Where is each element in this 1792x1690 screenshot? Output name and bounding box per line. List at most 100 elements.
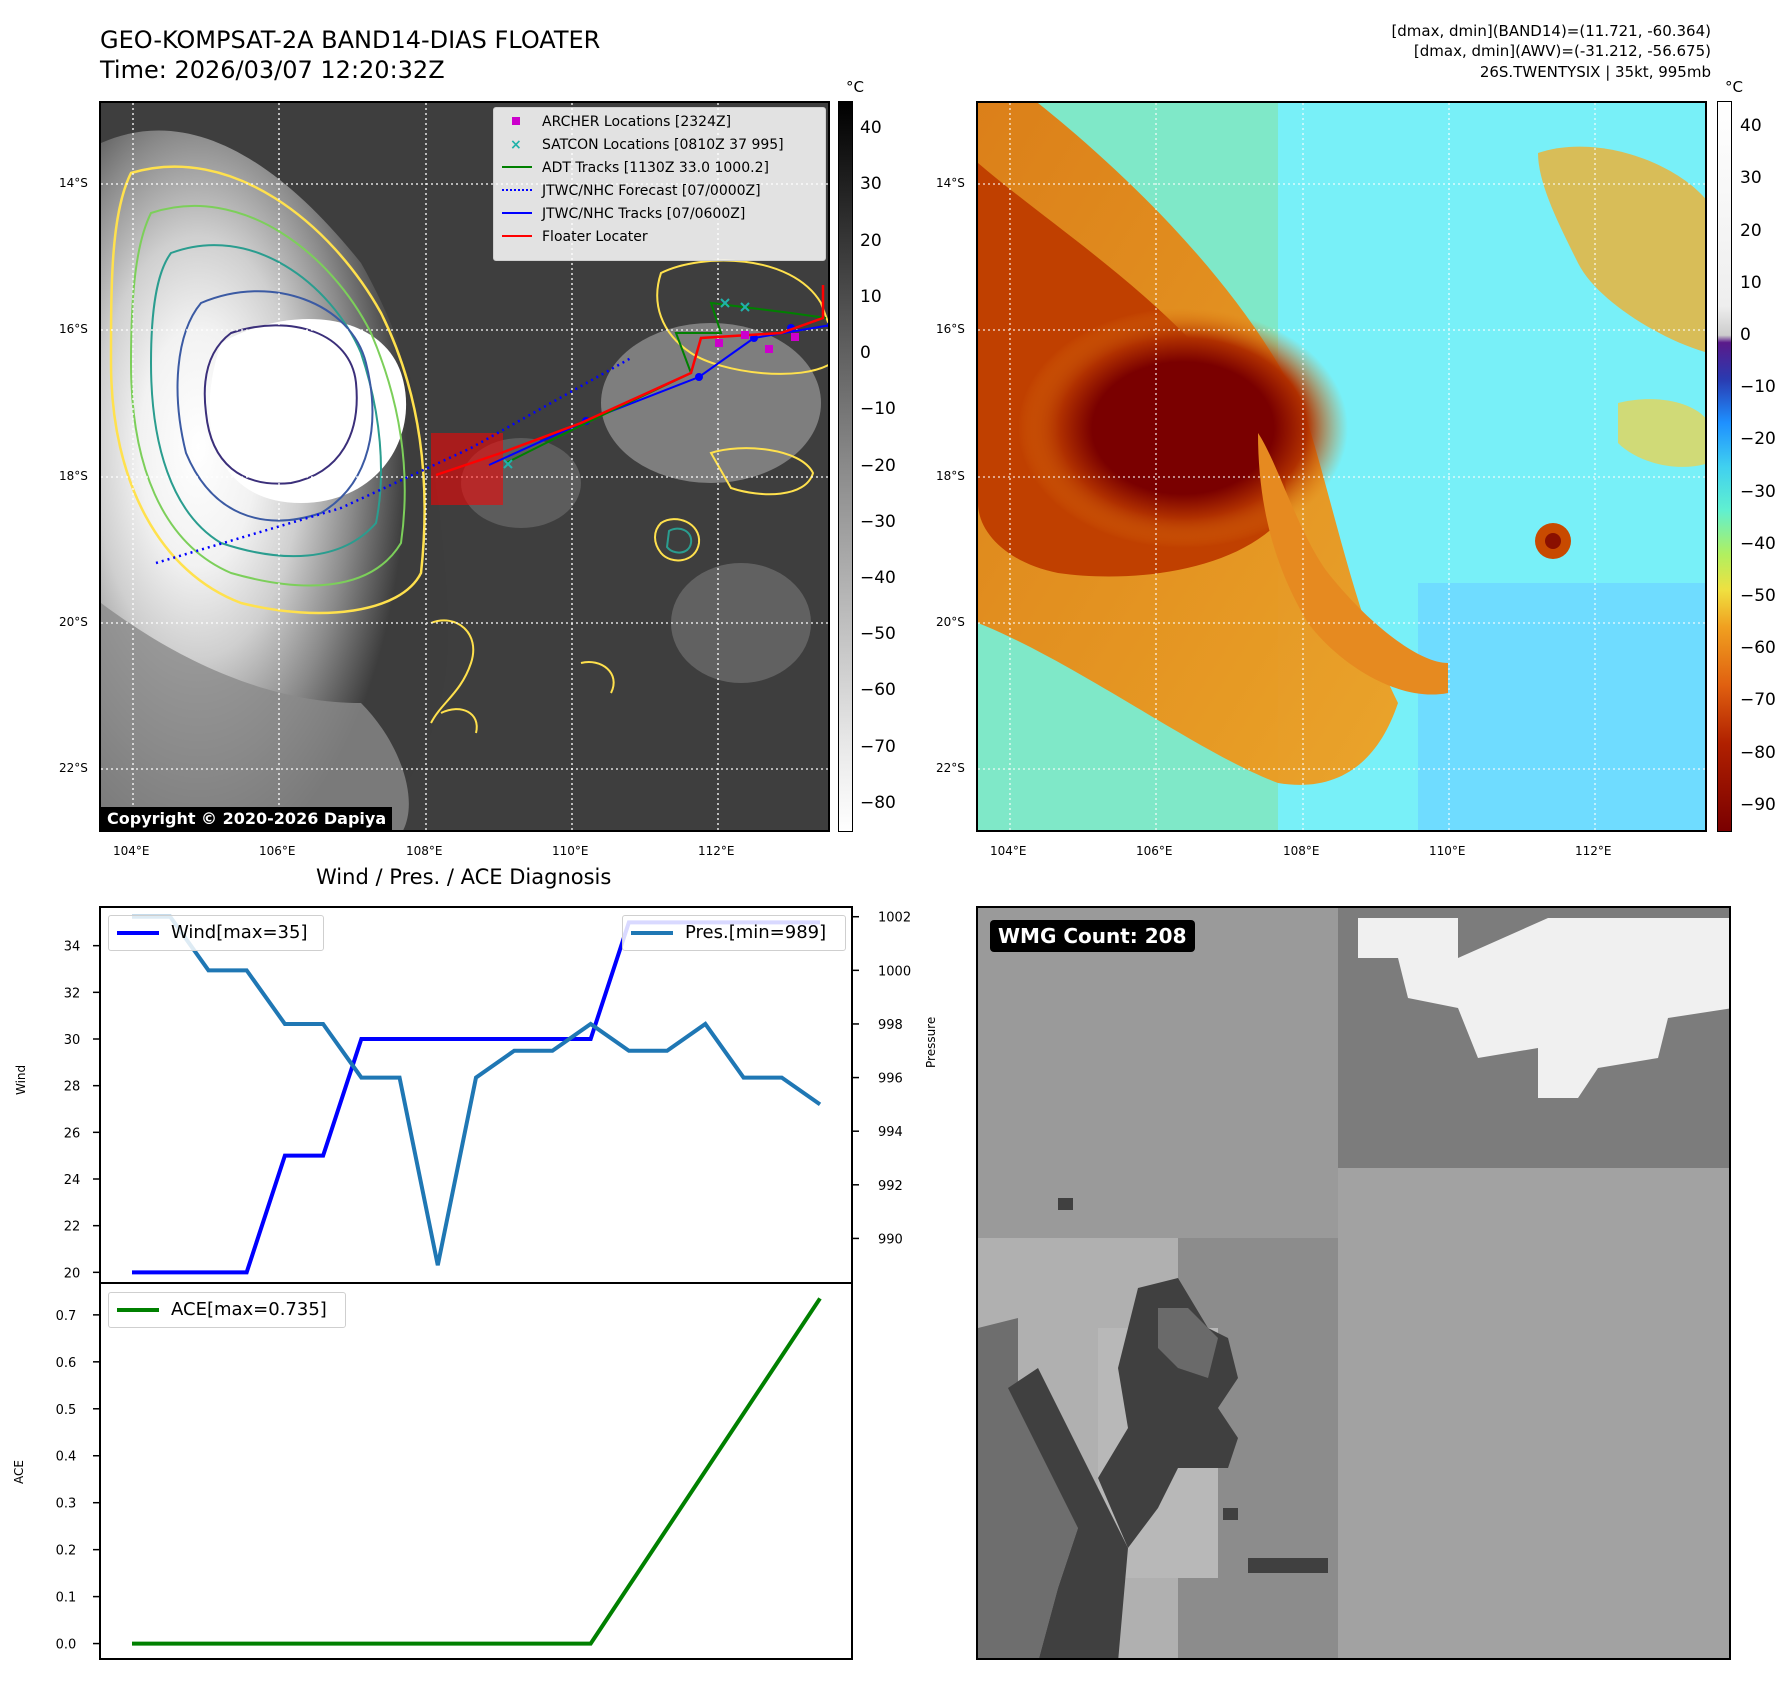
ir-lon-label: 110°E [552,844,589,858]
wv-lon-label: 106°E [1136,844,1173,858]
legend-item-floater: Floater Locater [500,229,648,245]
wmg-image [978,908,1729,1658]
wv-map-panel [976,101,1707,832]
adt-track [505,301,827,464]
wv-colorbar-tick: −60 [1740,638,1776,659]
floater-track [435,285,825,477]
satcon-marker-icon: × [510,137,522,153]
wind-tick-label: 30 [64,1033,81,1048]
wv-map-image [978,103,1705,830]
wv-colorbar-tick: 20 [1740,220,1762,241]
wv-colorbar-tick: −40 [1740,533,1776,554]
ir-colorbar-tick: −80 [860,792,896,813]
floater-line-icon [502,235,532,237]
pres-tick-label: 990 [878,1232,903,1247]
wv-lon-label: 104°E [990,844,1027,858]
wv-colorbar-tick: 10 [1740,272,1762,293]
ir-colorbar-tick: −70 [860,736,896,757]
wv-colorbar-tick: −80 [1740,742,1776,763]
wv-colorbar-tick: −20 [1740,429,1776,450]
wv-lat-label: 22°S [936,761,965,775]
pres-tick-label: 994 [878,1125,903,1140]
wv-colorbar-unit: °C [1725,78,1743,96]
wind-tick-label: 28 [64,1080,81,1095]
dmax-awv: [dmax, dmin](AWV)=(-31.212, -56.675) [1413,42,1711,60]
pres-tick-label: 1000 [878,964,911,979]
wv-colorbar-tick: −10 [1740,377,1776,398]
ir-lat-label: 16°S [59,322,88,336]
ace-ylabel: ACE [12,1460,26,1484]
wv-colorbar-tick: −70 [1740,690,1776,711]
wv-colorbar-tick: −30 [1740,481,1776,502]
wind-tick-label: 32 [64,986,81,1001]
ir-colorbar-tick: −20 [860,455,896,476]
ace-legend: ACE[max=0.735] [108,1292,346,1328]
wind-pres-axes [99,906,853,1284]
ir-lat-label: 18°S [59,469,88,483]
legend-item-jtwc: JTWC/NHC Tracks [07/0600Z] [500,206,745,222]
legend-item-archer: ARCHER Locations [2324Z] [500,114,731,130]
ir-colorbar-unit: °C [846,78,864,96]
ace-legend-line-icon [117,1308,159,1312]
wind-legend-label: Wind[max=35] [171,922,308,943]
wv-colorbar-tick: 30 [1740,168,1762,189]
ir-lon-label: 112°E [698,844,735,858]
timestamp: Time: 2026/03/07 12:20:32Z [100,56,445,84]
ir-colorbar-tick: 40 [860,118,882,139]
ace-tick-label: 0.3 [56,1497,77,1512]
ir-lat-label: 20°S [59,615,88,629]
ace-tick-label: 0.1 [56,1591,77,1606]
pres-tick-label: 998 [878,1018,903,1033]
ir-colorbar-tick: −50 [860,624,896,645]
pres-legend: Pres.[min=989] [622,915,846,951]
ace-tick-label: 0.7 [56,1309,77,1324]
wind-tick-label: 34 [64,940,81,955]
wv-lon-label: 110°E [1429,844,1466,858]
wind-ylabel: Wind [14,1064,28,1095]
wind-tick-label: 22 [64,1220,81,1235]
adt-line-icon [502,166,532,168]
ir-lon-label: 106°E [259,844,296,858]
wind-tick-label: 24 [64,1173,81,1188]
ir-colorbar-tick: −60 [860,680,896,701]
pres-tick-label: 992 [878,1179,903,1194]
ir-colorbar-tick: −30 [860,511,896,532]
wind-tick-label: 20 [64,1266,81,1281]
wind-tick-label: 26 [64,1126,81,1141]
wv-lat-label: 18°S [936,469,965,483]
wv-lat-label: 20°S [936,615,965,629]
legend-item-adt: ADT Tracks [1130Z 33.0 1000.2] [500,160,769,176]
ace-tick-label: 0.5 [56,1403,77,1418]
ir-colorbar-tick: −10 [860,399,896,420]
jtwc-forecast-track [155,356,632,565]
ace-tick-label: 0.0 [56,1638,77,1653]
satcon-markers [503,298,750,469]
wind-legend-line-icon [117,931,159,935]
ir-colorbar-tick: −40 [860,567,896,588]
pres-tick-label: 996 [878,1072,903,1087]
archer-marker-icon [512,117,520,125]
ir-lat-label: 14°S [59,176,88,190]
wind-legend: Wind[max=35] [108,915,324,951]
legend-item-forecast: JTWC/NHC Forecast [07/0000Z] [500,183,761,199]
pres-tick-label: 1002 [878,911,911,926]
pres-legend-label: Pres.[min=989] [685,922,827,943]
ir-colorbar [838,101,853,832]
wv-lat-label: 14°S [936,176,965,190]
ir-colorbar-tick: 20 [860,230,882,251]
forecast-line-icon [502,189,532,191]
wmg-panel: WMG Count: 208 [976,906,1731,1660]
ace-tick-label: 0.6 [56,1356,77,1371]
legend-item-satcon: × SATCON Locations [0810Z 37 995] [510,137,784,153]
ace-tick-label: 0.2 [56,1544,77,1559]
wv-lat-label: 16°S [936,322,965,336]
ace-legend-label: ACE[max=0.735] [171,1299,327,1320]
ir-lon-label: 108°E [406,844,443,858]
ace-axes [99,1282,853,1660]
archer-markers [715,331,799,353]
diagnosis-title: Wind / Pres. / ACE Diagnosis [316,865,612,889]
ir-lat-label: 22°S [59,761,88,775]
storm-summary: 26S.TWENTYSIX | 35kt, 995mb [1479,63,1711,81]
pressure-ylabel: Pressure [924,1016,938,1068]
ir-colorbar-tick: 0 [860,343,871,364]
